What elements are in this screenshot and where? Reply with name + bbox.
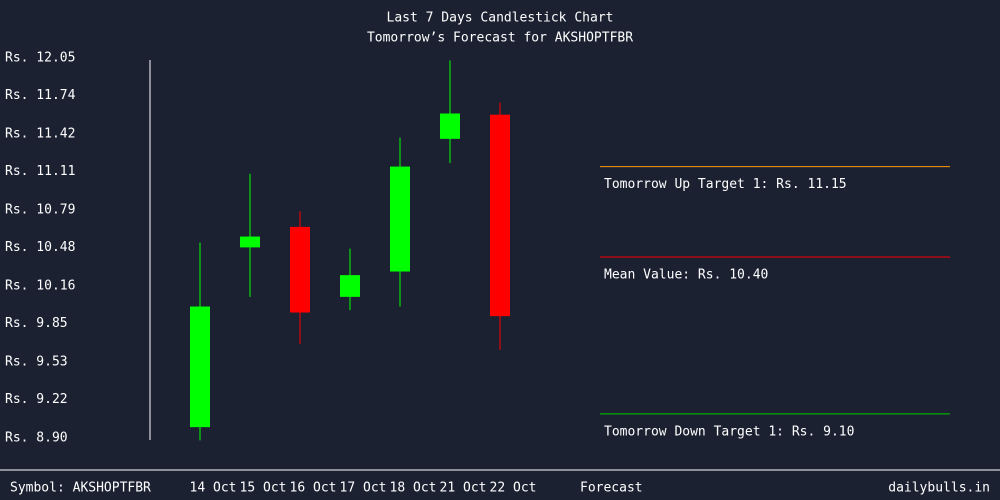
candle-body <box>440 113 460 139</box>
symbol-label: Symbol: AKSHOPTFBR <box>10 481 151 496</box>
y-tick-label: Rs. 11.42 <box>5 127 75 142</box>
x-tick-label: 22 Oct <box>490 481 537 496</box>
y-tick-label: Rs. 11.74 <box>5 88 76 103</box>
y-tick-label: Rs. 8.90 <box>5 431 68 446</box>
forecast-label: Forecast <box>580 481 643 496</box>
candle-body <box>390 166 410 272</box>
candle-body <box>290 226 310 313</box>
x-tick-label: 15 Oct <box>240 481 287 496</box>
y-tick-label: Rs. 9.53 <box>5 355 68 370</box>
candle-body <box>340 275 360 297</box>
y-tick-label: Rs. 9.85 <box>5 316 68 331</box>
x-tick-label: 21 Oct <box>440 481 487 496</box>
x-tick-label: 16 Oct <box>290 481 337 496</box>
x-tick-label: 18 Oct <box>390 481 437 496</box>
y-tick-label: Rs. 10.48 <box>5 240 75 255</box>
source-label: dailybulls.in <box>888 481 990 496</box>
candle-body <box>490 114 510 317</box>
chart-subtitle: Tomorrow’s Forecast for AKSHOPTFBR <box>367 31 633 46</box>
chart-title: Last 7 Days Candlestick Chart <box>387 11 614 26</box>
forecast-text: Tomorrow Up Target 1: Rs. 11.15 <box>604 177 847 192</box>
forecast-text: Tomorrow Down Target 1: Rs. 9.10 <box>604 424 854 439</box>
y-tick-label: Rs. 10.79 <box>5 203 75 218</box>
y-tick-label: Rs. 10.16 <box>5 279 75 294</box>
x-tick-label: 14 Oct <box>190 481 237 496</box>
forecast-text: Mean Value: Rs. 10.40 <box>604 268 768 283</box>
y-tick-label: Rs. 9.22 <box>5 392 68 407</box>
candle-body <box>190 306 210 428</box>
y-tick-label: Rs. 12.05 <box>5 51 75 66</box>
x-tick-label: 17 Oct <box>340 481 387 496</box>
y-tick-label: Rs. 11.11 <box>5 164 75 179</box>
candle-body <box>240 236 260 248</box>
